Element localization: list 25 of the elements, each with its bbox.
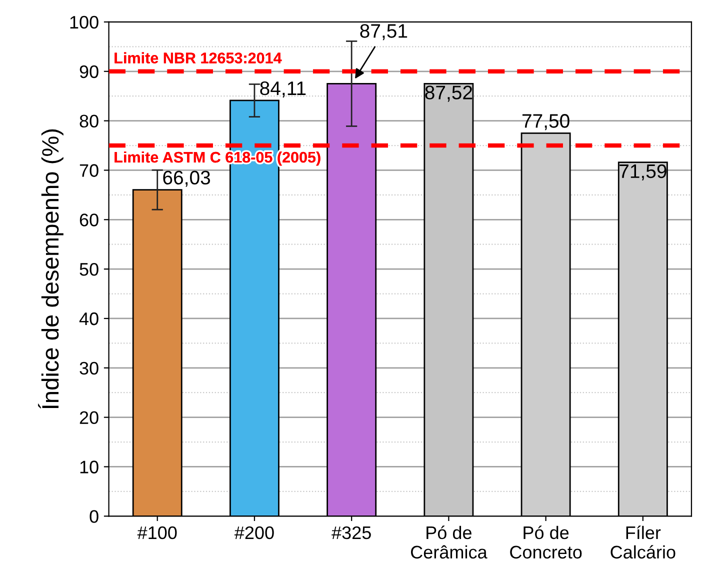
x-tick-label: Pó de Concreto: [510, 526, 582, 559]
data-label: 87,51: [360, 24, 408, 40]
y-tick-label: 70: [80, 164, 98, 177]
data-label: 71,59: [620, 164, 666, 180]
y-tick-label: 30: [80, 362, 98, 375]
data-label: 87,52: [425, 86, 472, 102]
y-tick-label: 90: [80, 65, 98, 78]
y-tick-label: 60: [80, 214, 98, 226]
y-tick-label: 50: [80, 262, 98, 276]
y-tick-label: 80: [80, 114, 98, 128]
x-tick-label: Pó de Cerâmica: [410, 526, 488, 559]
y-tick-label: 0: [90, 510, 98, 523]
data-label: 84,11: [260, 81, 306, 98]
x-tick-label: #325: [332, 526, 371, 540]
y-tick-label: 20: [80, 411, 98, 424]
y-tick-label: 40: [79, 312, 98, 326]
data-label: 66,03: [163, 170, 210, 187]
x-tick-label: #100: [137, 526, 177, 540]
y-axis-title: Índice de desempenho (%): [38, 129, 64, 409]
data-label: 77,50: [522, 114, 570, 130]
y-tick-label: 100: [70, 16, 98, 29]
y-tick-label: 10: [80, 460, 98, 474]
x-tick-label: Fíler Calcário: [610, 526, 676, 559]
annotation: Limite NBR 12653:2014: [114, 52, 282, 64]
x-tick-label: #200: [234, 526, 274, 540]
